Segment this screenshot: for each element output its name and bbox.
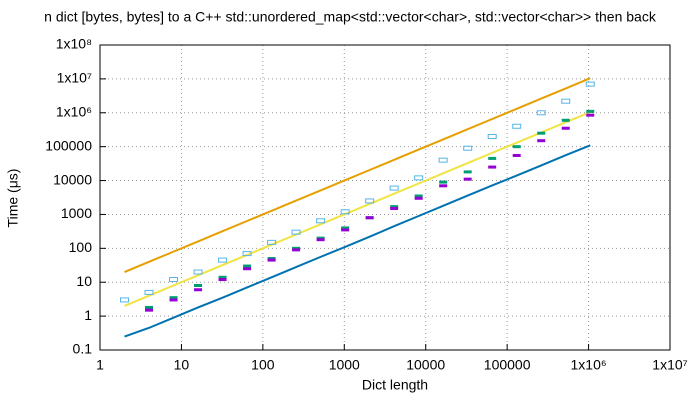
box-marker	[291, 229, 301, 235]
y-tick-label: 100	[69, 239, 93, 255]
box-marker	[487, 133, 497, 139]
box-marker	[585, 81, 595, 87]
x-tick-label: 1x10⁷	[652, 357, 687, 373]
dash-marker	[488, 156, 497, 160]
box-marker	[438, 157, 448, 163]
dash-marker	[512, 145, 521, 149]
box-marker	[242, 251, 252, 257]
y-tick-label: 1000	[61, 205, 92, 221]
dash-marker	[145, 308, 154, 312]
dash-marker	[414, 196, 423, 200]
dash-marker	[194, 284, 203, 288]
series-line	[124, 111, 591, 307]
dash-marker	[561, 126, 570, 130]
dash-marker	[537, 131, 546, 135]
x-tick-label: 10	[174, 357, 190, 373]
dash-marker	[463, 170, 472, 174]
box-marker	[120, 297, 130, 303]
y-tick-label: 100000	[45, 137, 92, 153]
x-tick-label: 1000	[329, 357, 360, 373]
box-marker	[144, 289, 154, 295]
dash-marker	[243, 264, 252, 268]
dash-marker	[292, 246, 301, 250]
dash-marker	[316, 238, 325, 242]
box-marker	[169, 277, 179, 283]
y-tick-label: 0.1	[73, 341, 93, 357]
box-marker	[316, 218, 326, 224]
dash-marker	[439, 184, 448, 188]
box-marker	[267, 239, 277, 245]
box-marker	[414, 175, 424, 181]
dash-marker	[292, 248, 301, 252]
box-marker	[193, 269, 203, 275]
box-marker	[536, 110, 546, 116]
dash-marker	[365, 216, 374, 220]
dash-marker	[537, 139, 546, 143]
y-tick-label: 1x10⁷	[57, 70, 92, 86]
x-tick-label: 1	[96, 357, 104, 373]
box-marker	[365, 198, 375, 204]
series-line	[124, 77, 591, 273]
y-axis-label: Time (μs)	[5, 169, 21, 228]
box-marker	[340, 209, 350, 215]
dash-marker	[169, 298, 178, 302]
x-tick-label: 100	[251, 357, 275, 373]
dash-marker	[169, 296, 178, 300]
box-marker	[389, 185, 399, 191]
dash-marker	[586, 113, 595, 117]
x-tick-label: 100000	[484, 357, 531, 373]
dash-marker	[439, 180, 448, 184]
dash-marker	[145, 305, 154, 309]
dash-marker	[390, 205, 399, 209]
plot-frame	[99, 44, 671, 351]
dash-marker	[341, 226, 350, 230]
dash-marker	[463, 177, 472, 181]
dash-marker	[586, 109, 595, 113]
dash-marker	[414, 194, 423, 198]
box-marker	[561, 98, 571, 104]
y-tick-label: 1x10⁸	[56, 36, 92, 52]
chart-title: n dict [bytes, bytes] to a C++ std::unor…	[44, 9, 657, 25]
dash-marker	[243, 267, 252, 271]
series-line	[124, 144, 591, 338]
x-tick-label: 1x10⁶	[571, 357, 607, 373]
dash-marker	[316, 236, 325, 240]
dash-marker	[218, 275, 227, 279]
dash-marker	[341, 228, 350, 232]
y-tick-label: 1	[84, 307, 92, 323]
dash-marker	[267, 258, 276, 262]
dash-marker	[561, 118, 570, 122]
x-tick-label: 10000	[406, 357, 445, 373]
dash-marker	[267, 257, 276, 261]
y-tick-label: 1x10⁶	[56, 103, 92, 119]
dash-marker	[488, 165, 497, 169]
box-marker	[218, 257, 228, 263]
dash-marker	[218, 278, 227, 282]
box-marker	[512, 123, 522, 129]
box-marker	[463, 145, 473, 151]
dash-marker	[512, 153, 521, 157]
dash-marker	[390, 206, 399, 210]
y-tick-label: 10	[76, 273, 92, 289]
y-tick-label: 10000	[53, 171, 92, 187]
x-axis-label: Dict length	[362, 377, 428, 393]
dash-marker	[194, 288, 203, 292]
